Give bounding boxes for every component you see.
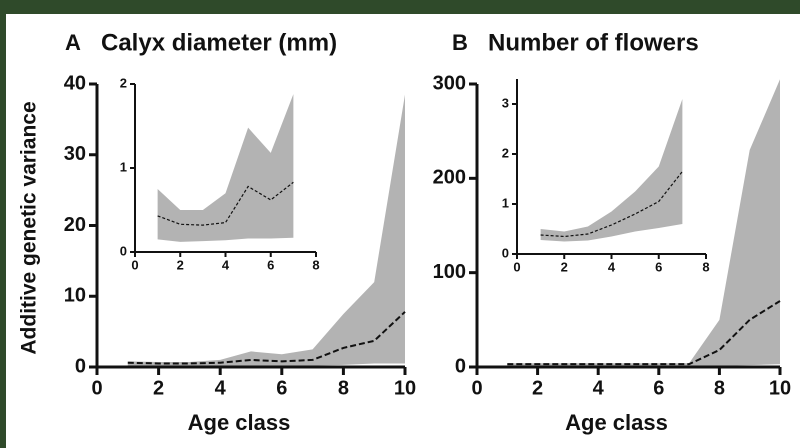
x-tick-label: 10	[769, 377, 791, 399]
y-tick-label: 1	[120, 159, 127, 174]
x-tick-label: 10	[394, 377, 416, 399]
x-tick-label: 6	[653, 377, 664, 399]
y-tick-label: 300	[433, 72, 466, 94]
y-tick-label: 100	[433, 261, 466, 283]
mean-line	[540, 171, 683, 238]
y-tick-label: 0	[75, 355, 86, 377]
x-tick-label: 6	[655, 260, 662, 275]
y-tick-label: 20	[64, 214, 86, 236]
confidence-band	[540, 99, 683, 242]
x-tick-label: 2	[532, 377, 543, 399]
x-tick-label: 6	[276, 377, 287, 399]
mean-line	[127, 311, 406, 365]
panel-letter: A	[65, 30, 81, 55]
y-tick-label: 0	[502, 245, 509, 260]
confidence-band	[157, 94, 294, 242]
y-tick-label: 30	[64, 143, 86, 165]
x-tick-label: 0	[513, 260, 520, 275]
x-tick-label: 2	[177, 258, 184, 273]
chart-title: Number of flowers	[488, 29, 699, 56]
x-tick-label: 4	[608, 260, 616, 275]
x-tick-label: 8	[338, 377, 349, 399]
chart-title: Calyx diameter (mm)	[101, 29, 337, 56]
y-tick-label: 2	[120, 75, 127, 90]
x-tick-label: 6	[267, 258, 274, 273]
x-axis-label: Age class	[565, 410, 668, 435]
mean-line	[507, 300, 781, 366]
y-tick-label: 3	[502, 95, 509, 110]
y-axis-label: Additive genetic variance	[18, 101, 41, 354]
y-tick-label: 0	[455, 355, 466, 377]
x-tick-label: 2	[561, 260, 568, 275]
x-tick-label: 0	[91, 377, 102, 399]
y-tick-label: 0	[120, 243, 127, 258]
x-tick-label: 4	[215, 377, 227, 399]
y-tick-label: 200	[433, 167, 466, 189]
y-tick-label: 2	[502, 145, 509, 160]
x-tick-label: 4	[222, 258, 230, 273]
x-tick-label: 8	[702, 260, 709, 275]
x-tick-label: 0	[131, 258, 138, 273]
x-tick-label: 2	[153, 377, 164, 399]
x-tick-label: 8	[714, 377, 725, 399]
x-tick-label: 0	[471, 377, 482, 399]
panel-letter: B	[452, 30, 468, 55]
y-tick-label: 1	[502, 195, 509, 210]
y-tick-label: 40	[64, 72, 86, 94]
y-tick-label: 10	[64, 285, 86, 307]
x-tick-label: 4	[593, 377, 605, 399]
confidence-band	[507, 79, 780, 367]
x-tick-label: 8	[312, 258, 319, 273]
x-axis-label: Age class	[188, 410, 291, 435]
